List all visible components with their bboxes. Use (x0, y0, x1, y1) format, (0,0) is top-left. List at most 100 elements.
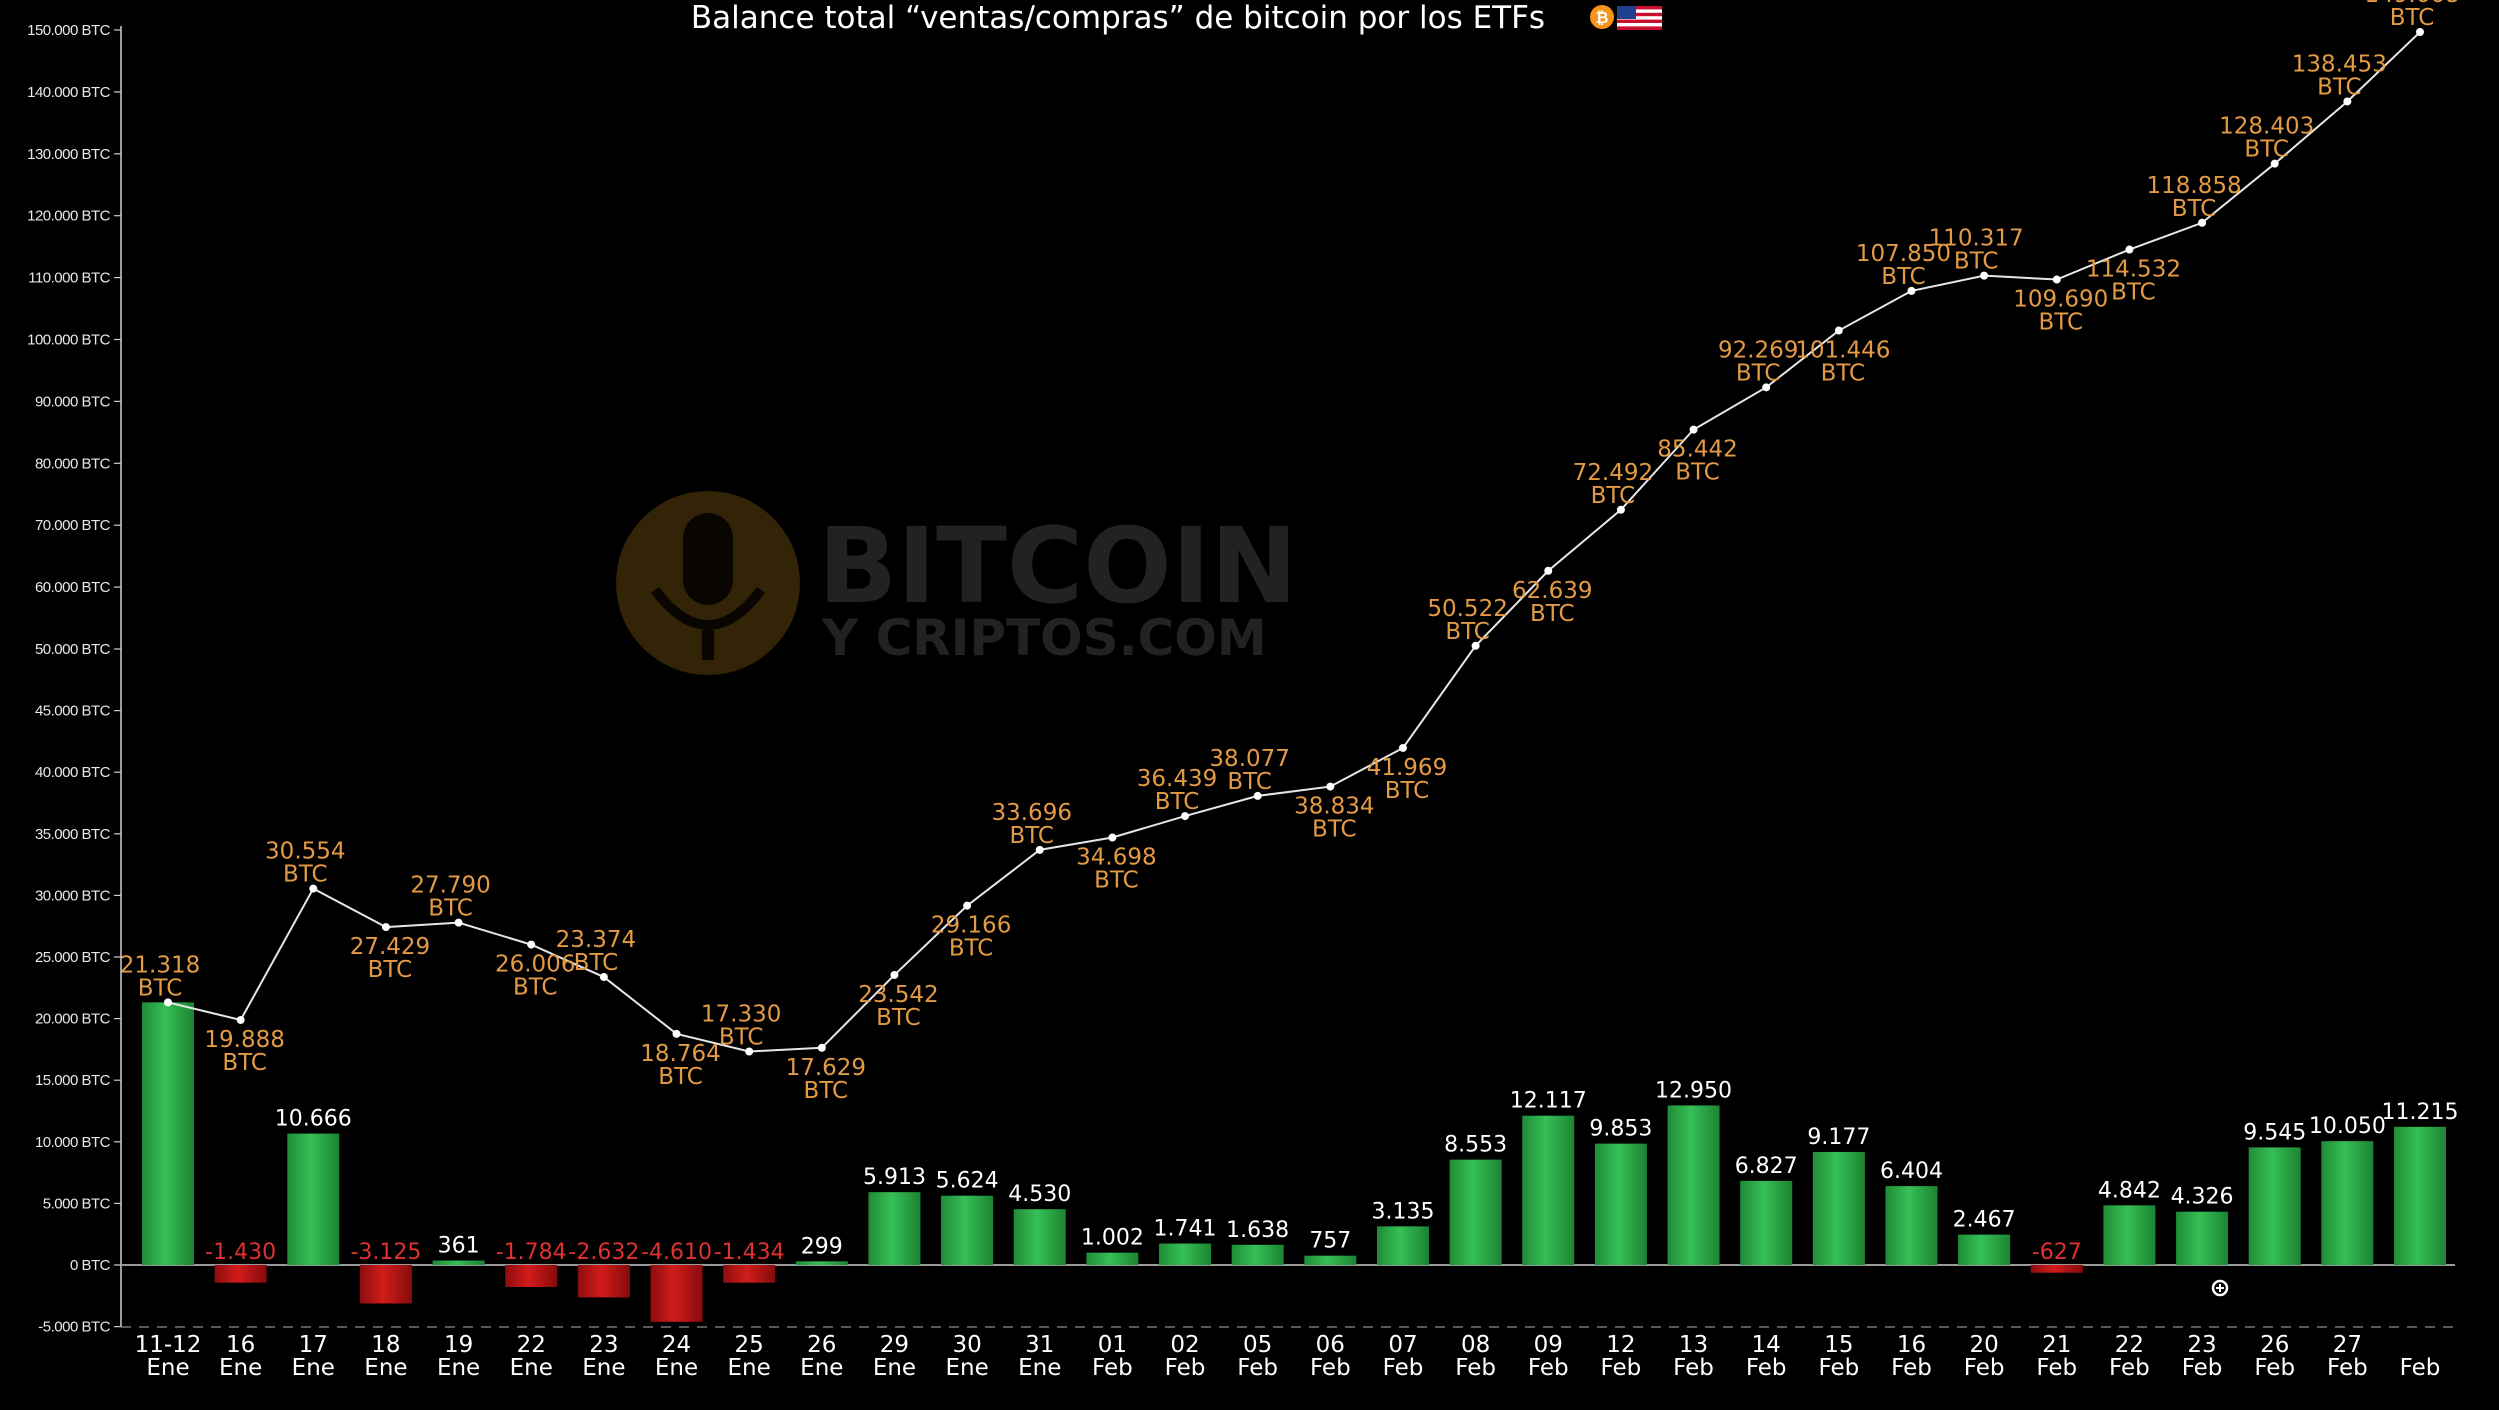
cumulative-point (2270, 159, 2279, 168)
x-tick-month: Feb (1165, 1355, 1206, 1381)
x-tick-day: 30 (952, 1332, 981, 1358)
x-tick-day: 08 (1461, 1332, 1490, 1358)
x-tick-month: Feb (1673, 1355, 1714, 1381)
bar (1740, 1180, 1793, 1265)
bar (1594, 1143, 1647, 1265)
x-tick-month: Feb (2327, 1355, 2368, 1381)
cumulative-value-label: 149.668 (2364, 0, 2459, 8)
x-tick-month: Ene (292, 1355, 335, 1381)
bar-value-label: 10.666 (275, 1107, 352, 1132)
cumulative-value-label: 118.858 (2147, 173, 2242, 199)
x-tick-month: Ene (364, 1355, 407, 1381)
bar-value-label: 757 (1309, 1229, 1351, 1254)
x-tick-month: Ene (945, 1355, 988, 1381)
cumulative-value-label: 110.317 (1929, 226, 2024, 252)
y-tick-label: 130.000 BTC (27, 146, 111, 163)
y-axis-ticks: -5.000 BTC 0 BTC 5.000 BTC 10.000 BTC 15.000… (27, 22, 121, 1336)
x-tick-day: 27 (2333, 1332, 2362, 1358)
bar-value-label: 5.913 (863, 1165, 926, 1190)
y-tick-label: 0 BTC (70, 1257, 111, 1274)
bar (2103, 1205, 2156, 1265)
y-tick-label: 100.000 BTC (27, 332, 111, 349)
x-tick-month: Feb (1092, 1355, 1133, 1381)
cumulative-value-label: 85.442 (1657, 437, 1737, 463)
cumulative-point (2416, 28, 2424, 37)
cumulative-value-label: 27.429 (350, 934, 430, 960)
x-tick-month: Feb (1237, 1355, 1278, 1381)
x-tick-day: 16 (226, 1332, 255, 1358)
cumulative-value-label: 109.690 (2013, 287, 2108, 313)
cumulative-unit-label: BTC (1009, 823, 1054, 849)
bar (2321, 1141, 2374, 1265)
cumulative-unit-label: BTC (222, 1050, 267, 1076)
y-tick-label: 40.000 BTC (35, 764, 111, 781)
cumulative-value-label: 30.554 (265, 839, 345, 865)
y-tick-label: 140.000 BTC (27, 84, 111, 101)
cumulative-unit-label: BTC (2111, 280, 2156, 306)
cumulative-value-label: 23.542 (858, 982, 938, 1008)
bar (1304, 1255, 1357, 1265)
bar (1522, 1115, 1575, 1265)
cumulative-unit-label: BTC (513, 975, 558, 1001)
x-tick-day: 23 (2187, 1332, 2216, 1358)
cumulative-unit-label: BTC (2039, 310, 2084, 336)
bar-value-label: 299 (801, 1234, 843, 1259)
bar-value-label: 1.741 (1154, 1217, 1217, 1242)
y-tick-label: 90.000 BTC (35, 393, 111, 410)
us-flag-icon (1617, 6, 1662, 30)
cumulative-unit-label: BTC (1227, 769, 1272, 795)
y-tick-label: 5.000 BTC (43, 1195, 111, 1212)
cumulative-value-label: 34.698 (1076, 845, 1156, 871)
bar-value-label: -1.434 (714, 1240, 785, 1265)
cumulative-point (890, 970, 899, 979)
cumulative-point (381, 923, 390, 932)
x-tick-month: Feb (1528, 1355, 1569, 1381)
bar-value-label: 6.404 (1880, 1159, 1943, 1184)
cumulative-value-label: 27.790 (410, 873, 490, 899)
x-tick-day: 31 (1025, 1332, 1054, 1358)
cumulative-unit-label: BTC (1675, 460, 1720, 486)
cumulative-unit-label: BTC (1954, 249, 1999, 275)
cumulative-unit-label: BTC (1591, 483, 1636, 509)
bar-value-label: 9.177 (1807, 1125, 1870, 1150)
cumulative-unit-label: BTC (1094, 868, 1139, 894)
cumulative-point (454, 918, 463, 927)
cumulative-balance-labels: 21.318BTC19.888BTC30.554BTC27.429BTC27.7… (120, 0, 2460, 1104)
x-tick-month: Feb (1383, 1355, 1424, 1381)
bar (432, 1260, 485, 1265)
bar (1812, 1151, 1865, 1265)
bar (2248, 1147, 2301, 1265)
bar (1159, 1243, 1212, 1265)
x-tick-day: 19 (444, 1332, 473, 1358)
bar (795, 1261, 848, 1265)
bar-value-label: 4.842 (2098, 1178, 2161, 1203)
bar-value-label: 2.467 (1953, 1208, 2016, 1233)
bar-value-label: 8.553 (1444, 1133, 1507, 1158)
bar (1086, 1252, 1139, 1265)
cumulative-point (1762, 383, 1771, 392)
cumulative-value-label: 23.374 (556, 927, 636, 953)
x-axis-ticks: 11-12Ene16Ene17Ene18Ene19Ene22Ene23Ene24… (135, 1332, 2441, 1381)
cumulative-balance-line (164, 28, 2424, 1056)
bar-value-label: 9.853 (1589, 1117, 1652, 1142)
x-tick-month: Ene (728, 1355, 771, 1381)
cumulative-value-label: 21.318 (120, 952, 200, 978)
x-tick-day: 12 (1606, 1332, 1635, 1358)
cumulative-value-label: 29.166 (931, 913, 1011, 939)
bar (723, 1265, 776, 1283)
cumulative-value-label: 19.888 (204, 1027, 284, 1053)
bar-value-label: 3.135 (1371, 1199, 1434, 1224)
x-tick-day: 22 (2115, 1332, 2144, 1358)
cumulative-point (309, 884, 318, 893)
cumulative-point (745, 1047, 754, 1056)
bar (1667, 1105, 1720, 1265)
chart-title: Balance total “ventas/compras” de bitcoi… (691, 0, 1545, 36)
cumulative-point (599, 973, 608, 982)
cumulative-point (2052, 275, 2061, 284)
bar-value-label: 4.326 (2171, 1185, 2234, 1210)
cumulative-point (2125, 245, 2134, 254)
cumulative-point (1980, 271, 1989, 280)
cumulative-unit-label: BTC (804, 1078, 849, 1104)
cumulative-point (236, 1015, 245, 1024)
